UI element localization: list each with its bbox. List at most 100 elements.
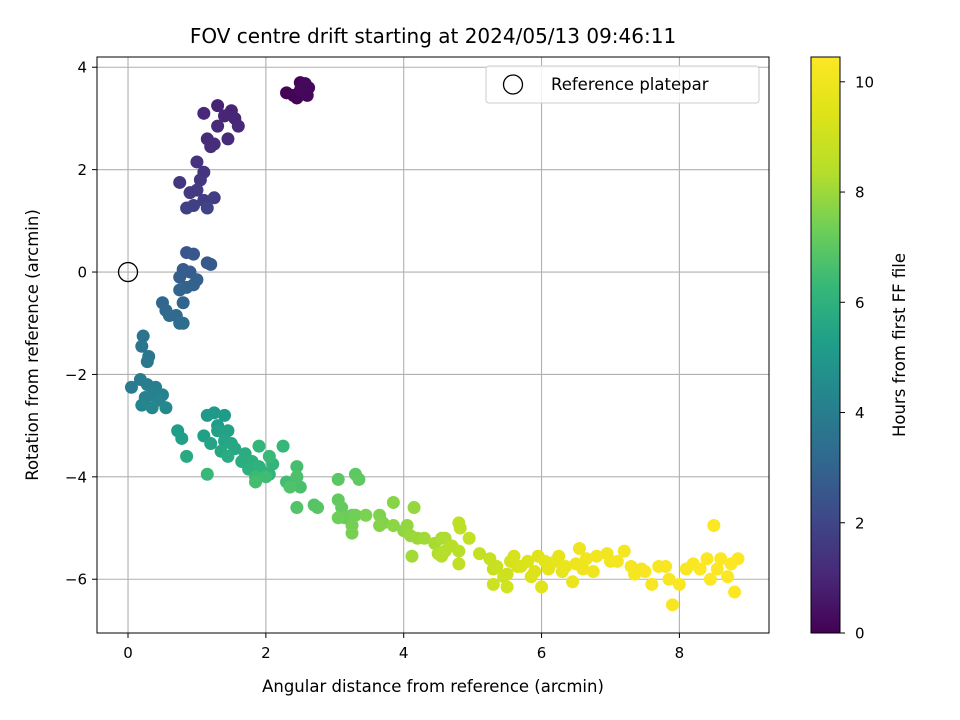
legend-label: Reference platepar [551, 75, 709, 94]
data-point [500, 580, 514, 594]
colorbar-tick-label: 0 [855, 625, 865, 643]
data-point [435, 549, 449, 563]
y-tick-label: −4 [65, 468, 87, 486]
colorbar-tick-label: 8 [855, 184, 865, 202]
legend-box [485, 65, 760, 104]
legend: Reference platepar [485, 65, 760, 104]
data-point [145, 401, 159, 415]
axis-ticks: 0 2 4 6 8 −6 −4 −2 0 2 4 [65, 59, 684, 662]
x-tick-label: 8 [675, 644, 685, 662]
data-point [507, 549, 521, 563]
data-point [452, 557, 466, 571]
data-point [136, 329, 150, 343]
data-point [200, 467, 214, 481]
data-point [207, 191, 221, 205]
data-point [386, 495, 400, 509]
data-point [352, 472, 366, 486]
colorbar-tick-label: 6 [855, 294, 865, 312]
x-tick-label: 6 [537, 644, 547, 662]
x-tick-label: 0 [123, 644, 133, 662]
data-point [714, 552, 728, 566]
data-point [453, 521, 467, 535]
data-point [249, 475, 263, 489]
data-point [197, 106, 211, 120]
data-point [500, 567, 514, 581]
x-tick-label: 2 [261, 644, 271, 662]
data-point [576, 562, 590, 576]
data-point [710, 562, 724, 576]
data-point [173, 316, 187, 330]
data-point [552, 549, 566, 563]
data-point [407, 501, 421, 515]
data-point [417, 531, 431, 545]
colorbar-label: Hours from first FF file [890, 253, 909, 437]
x-tick-label: 4 [399, 644, 409, 662]
data-point [218, 408, 232, 422]
colorbar-tick-label: 4 [855, 404, 865, 422]
data-point [659, 559, 673, 573]
data-point [731, 552, 745, 566]
data-point [190, 155, 204, 169]
data-point [135, 398, 149, 412]
data-point [211, 99, 225, 113]
y-tick-label: 0 [77, 264, 87, 282]
chart-title: FOV centre drift starting at 2024/05/13 … [190, 24, 676, 48]
data-point [193, 173, 207, 187]
data-point [617, 544, 631, 558]
colorbar: 0 2 4 6 8 10 Hours from first FF file [810, 56, 909, 643]
data-point [490, 559, 504, 573]
data-point [579, 552, 593, 566]
data-point [124, 380, 138, 394]
scatter-points [124, 76, 745, 612]
data-point [290, 470, 304, 484]
data-point [528, 565, 542, 579]
data-point [211, 119, 225, 133]
data-point [183, 186, 197, 200]
data-point [135, 339, 149, 353]
data-point [173, 283, 187, 297]
colorbar-tick-label: 2 [855, 514, 865, 532]
data-point [176, 296, 190, 310]
data-point [405, 549, 419, 563]
data-point [662, 572, 676, 586]
data-point [703, 572, 717, 586]
data-point [259, 470, 273, 484]
data-point [175, 431, 189, 445]
data-point [521, 554, 535, 568]
data-point [335, 501, 349, 515]
data-point [728, 585, 742, 599]
data-point [566, 575, 580, 589]
data-point [221, 132, 235, 146]
data-point [283, 480, 297, 494]
data-point [221, 424, 235, 438]
reference-marker [117, 261, 139, 283]
colorbar-ticks: 0 2 4 6 8 10 [840, 73, 874, 643]
legend-marker-icon [502, 74, 524, 95]
y-tick-label: 2 [77, 161, 87, 179]
data-point [486, 577, 500, 591]
data-point [473, 547, 487, 561]
data-point [293, 480, 307, 494]
data-point [186, 247, 200, 261]
y-axis-label: Rotation from reference (arcmin) [23, 209, 42, 481]
data-point [672, 577, 686, 591]
data-point [200, 201, 214, 215]
data-point [452, 544, 466, 558]
data-point [373, 518, 387, 532]
data-point [386, 518, 400, 532]
data-point [211, 424, 225, 438]
data-point [298, 77, 312, 91]
data-point [610, 554, 624, 568]
data-point [559, 559, 573, 573]
data-point [645, 577, 659, 591]
reference-platepar-point [117, 261, 139, 283]
data-point [180, 201, 194, 215]
data-point [462, 531, 476, 545]
data-point [400, 518, 414, 532]
x-axis-label: Angular distance from reference (arcmin) [262, 677, 604, 696]
data-point [173, 270, 187, 284]
data-point [331, 472, 345, 486]
colorbar-gradient [810, 56, 841, 634]
data-point [252, 439, 266, 453]
